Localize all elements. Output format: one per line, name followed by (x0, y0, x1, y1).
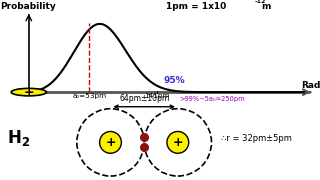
Text: Radius: Radius (301, 81, 320, 90)
Text: +: + (172, 136, 183, 149)
Text: -12: -12 (254, 0, 266, 4)
Text: Probability: Probability (0, 2, 56, 11)
Text: ∴r = 32pm±5pm: ∴r = 32pm±5pm (221, 134, 292, 143)
Text: a₀=53pm: a₀=53pm (72, 93, 107, 99)
Circle shape (11, 88, 46, 96)
Circle shape (167, 131, 189, 153)
Text: +: + (23, 86, 34, 99)
Text: +: + (105, 136, 116, 149)
Text: >99%~5a₀≈250pm: >99%~5a₀≈250pm (179, 96, 245, 102)
Text: 1pm = 1x10: 1pm = 1x10 (166, 2, 227, 11)
Text: m: m (261, 2, 270, 11)
Text: 64pm±10pm: 64pm±10pm (119, 94, 169, 103)
Text: $\mathbf{H_2}$: $\mathbf{H_2}$ (6, 128, 30, 148)
Text: 95%: 95% (163, 76, 185, 85)
Text: 141pm: 141pm (144, 93, 170, 99)
Circle shape (100, 131, 121, 153)
